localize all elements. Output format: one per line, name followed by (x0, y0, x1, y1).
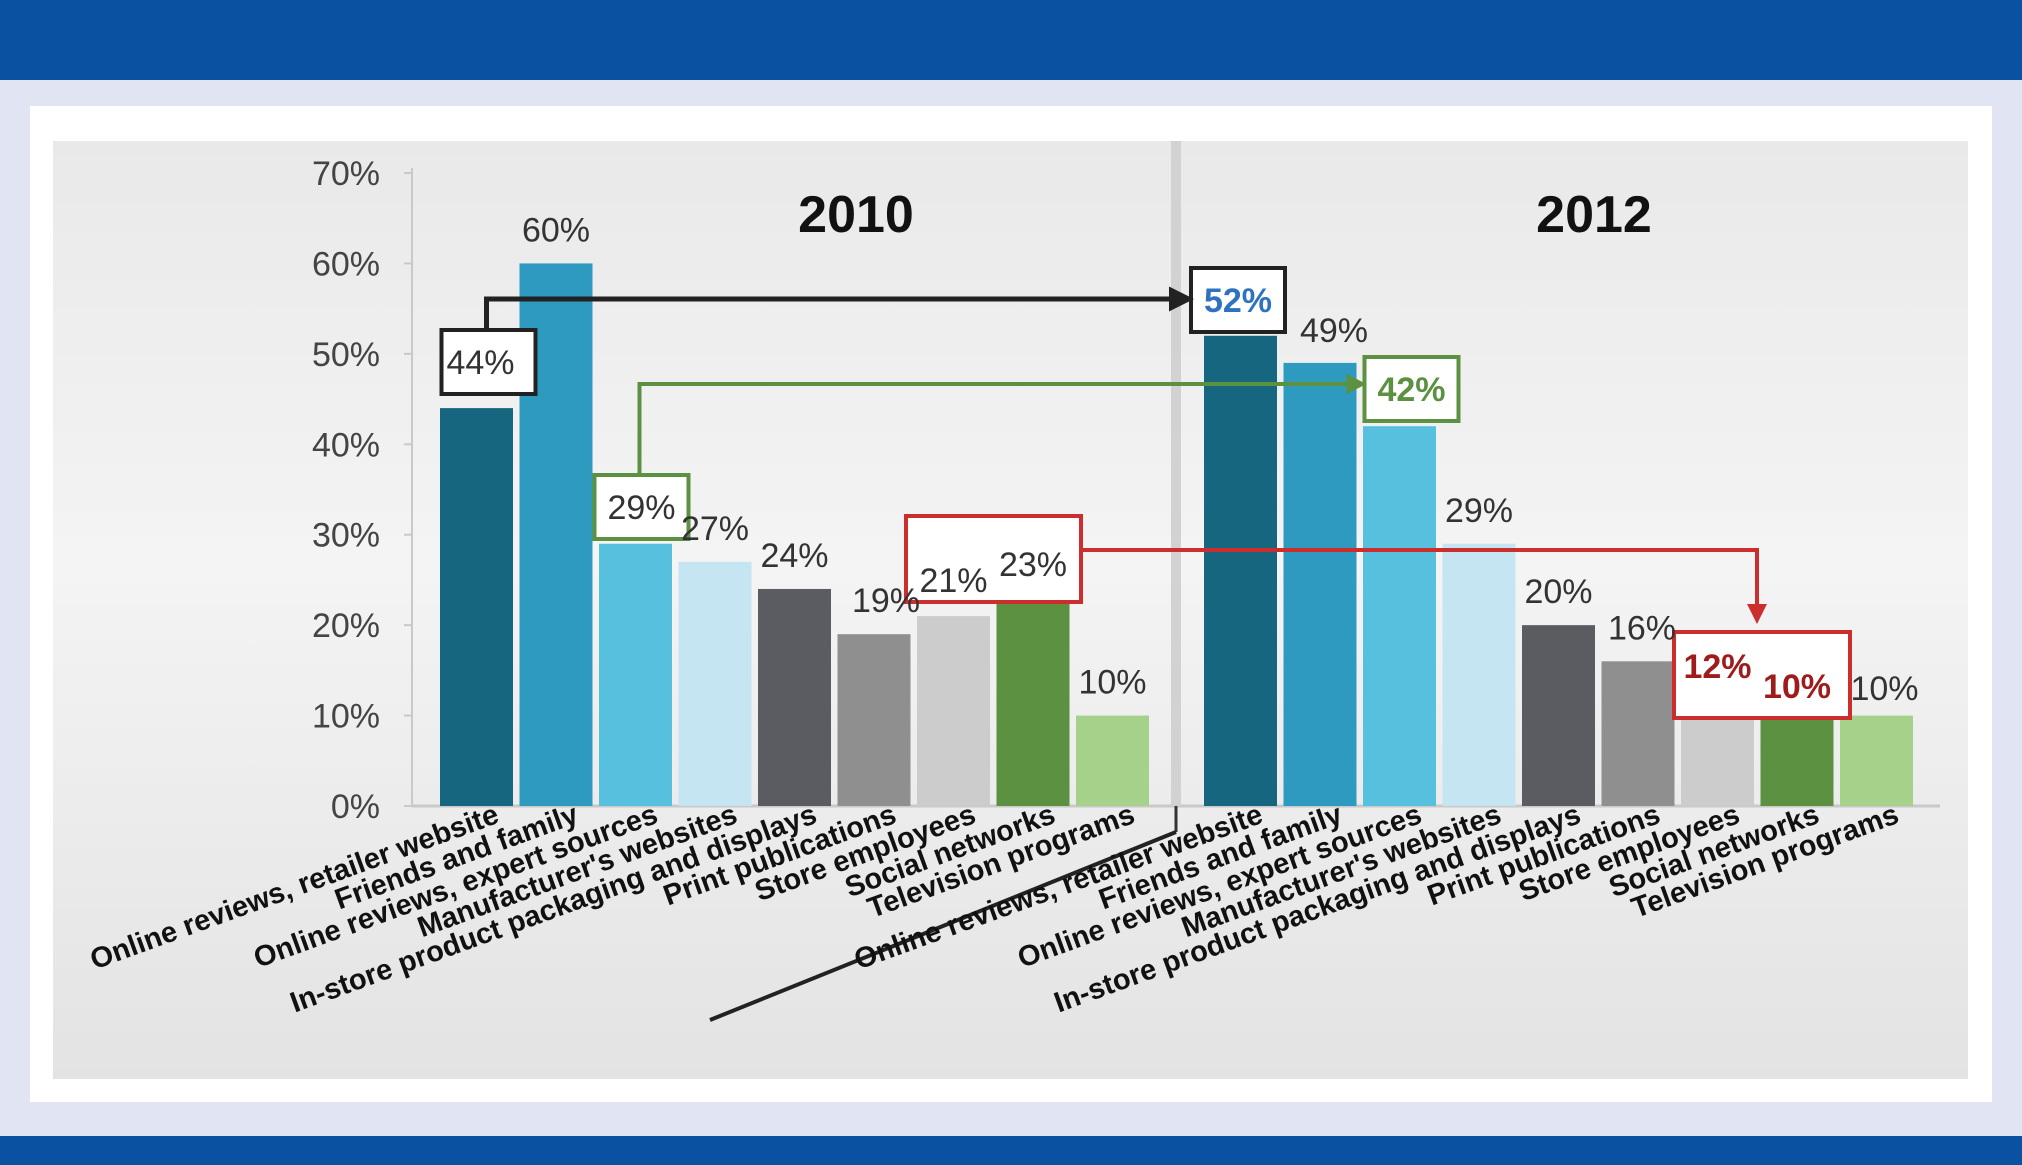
value-label-2012-9: 10% (1850, 670, 1918, 708)
bar-2010-3 (599, 543, 672, 806)
bar-2012-5 (1522, 625, 1595, 806)
arrow-black (484, 286, 1194, 330)
value-label-2012-6: 16% (1608, 609, 1676, 647)
y-tick-label: 50% (312, 336, 380, 374)
bar-2010-7 (917, 616, 990, 806)
y-tick-label: 30% (312, 517, 380, 555)
value-label-2010-2: 60% (522, 211, 590, 249)
value-label-2012-4: 29% (1445, 492, 1513, 530)
bar-2012-4 (1442, 543, 1516, 806)
bar-2010-9 (1076, 715, 1149, 806)
callout-box-2010-social (904, 514, 1083, 604)
bar-2012-6 (1601, 661, 1675, 806)
top-banner (0, 0, 2022, 80)
y-tick-label: 40% (312, 426, 380, 464)
value-label-2012-7: 12% (1683, 648, 1751, 686)
bar-2012-1 (1204, 335, 1277, 806)
y-tick-label: 10% (312, 698, 380, 736)
arrow-red (1081, 548, 1767, 624)
bar-2010-4 (678, 561, 752, 806)
bar-2012-2 (1283, 362, 1357, 806)
divider-line (709, 830, 1177, 1022)
callout-box-2012-retailer (1189, 266, 1287, 334)
arrow-green (637, 374, 1367, 475)
y-tick-label: 60% (312, 245, 380, 283)
value-label-2012-1: 52% (1204, 282, 1272, 320)
bar-2012-9 (1840, 715, 1913, 806)
value-label-2010-1: 44% (446, 344, 514, 382)
bar-2010-1 (440, 408, 513, 806)
value-label-2010-5: 24% (760, 537, 828, 575)
callout-box-2012-expert (1362, 355, 1461, 423)
bar-2010-6 (837, 634, 911, 806)
bar-2012-3 (1363, 426, 1436, 806)
y-tick-label: 0% (331, 788, 380, 826)
bar-2010-8 (996, 598, 1070, 806)
value-label-2010-4: 27% (681, 510, 749, 548)
callout-box-2012-social (1672, 630, 1852, 720)
value-label-2010-7: 21% (919, 562, 987, 600)
value-label-2012-2: 49% (1300, 312, 1368, 350)
bar-2010-5 (758, 588, 831, 806)
value-label-2012-3: 42% (1377, 371, 1445, 409)
value-label-2010-9: 10% (1078, 664, 1146, 702)
value-label-2010-8: 23% (999, 546, 1067, 584)
value-label-2010-3: 29% (607, 489, 675, 527)
bottom-banner (0, 1136, 2022, 1165)
bar-2012-8 (1760, 715, 1834, 806)
y-tick-label: 70% (312, 155, 380, 193)
value-label-2012-5: 20% (1524, 573, 1592, 611)
panel-title-2010: 2010 (798, 186, 914, 244)
panel-title-2012: 2012 (1536, 186, 1652, 244)
y-tick-label: 20% (312, 607, 380, 645)
value-label-2012-8: 10% (1763, 668, 1831, 706)
value-label-2010-6: 19% (852, 582, 920, 620)
